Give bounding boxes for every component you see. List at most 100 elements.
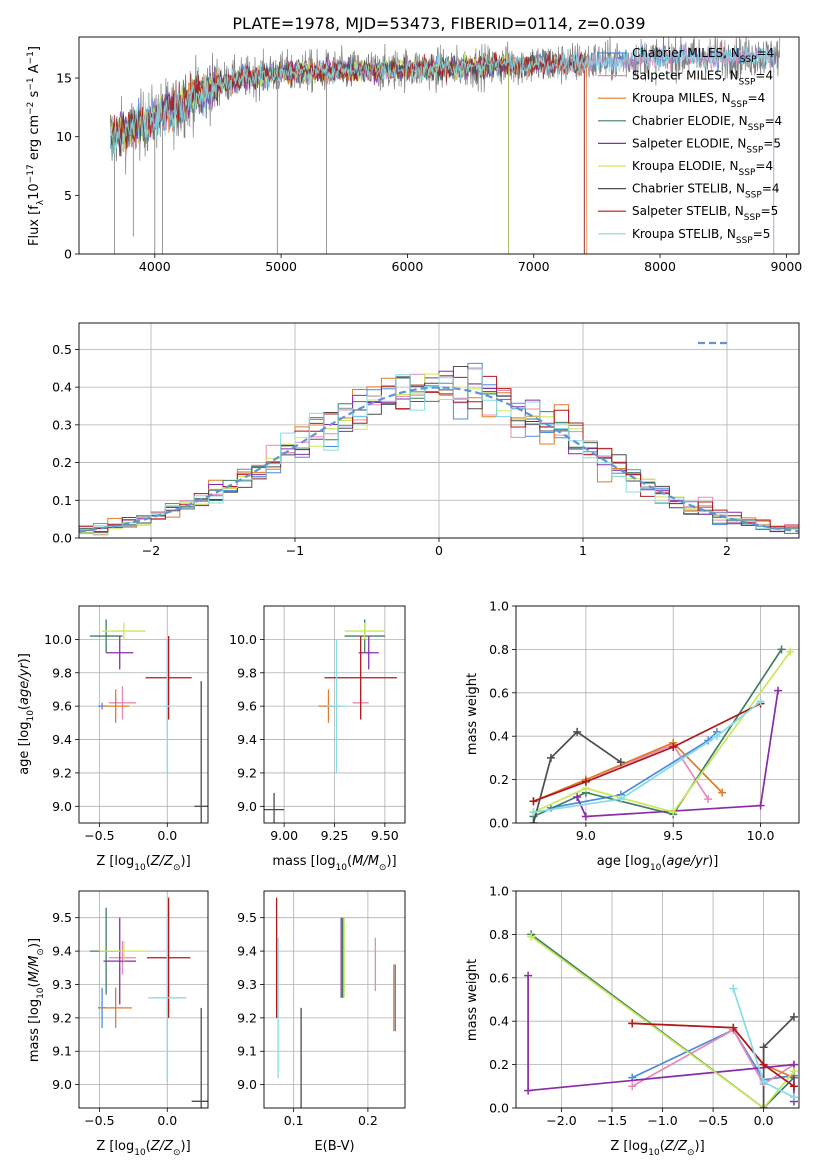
y-tick-label: 9.8 [52,665,72,680]
axes-frame [78,36,800,255]
weight-marker [669,743,678,752]
y-tick-label: 9.2 [52,765,72,780]
x-axis-label: E(B-V) [314,1139,354,1154]
weight-marker [759,1104,768,1108]
plot-area [89,619,208,823]
axes-frame [515,890,800,1109]
plot-area [529,645,795,823]
x-axis-label: mass [log10(M/M⊙)] [272,854,396,873]
y-tick-label: 0.0 [489,1101,509,1116]
y-tick-label: 9.2 [237,1010,257,1025]
y-tick-label: 9.4 [237,944,257,959]
x-tick-label: 10.0 [747,828,775,843]
y-tick-label: 10.0 [229,632,257,647]
y-tick-label: 9.8 [237,665,257,680]
weight-marker [546,753,555,762]
plot-area [524,930,798,1108]
weight-line-3 [530,933,795,1108]
weight-marker [756,801,765,810]
errorbar-point-6 [191,1007,208,1108]
y-tick-label: 9.3 [237,977,257,992]
weight-marker [718,788,727,797]
errorbar-point-2 [102,689,130,723]
errorbar-point-5 [99,941,149,962]
axes-frame [78,605,209,824]
weight-marker [616,758,625,767]
x-tick-label: 0.1 [284,1113,304,1128]
plot-area [264,619,397,823]
weight-line-7 [632,1022,795,1087]
x-tick-label: 0.0 [157,1113,177,1128]
chart-residuals: −2 −1 0 1 2 0.0 0.1 0.2 0.3 0.4 0.5 [52,322,800,558]
y-tick-label: 0.2 [489,1057,509,1072]
errorbar-point-1 [108,941,137,975]
weight-marker [759,1060,768,1069]
x-tick-label: 4000 [139,259,171,274]
x-tick-label: 7000 [518,259,550,274]
gaussian-reference [79,386,799,533]
y-tick-label: 0.4 [52,380,72,395]
chart-age-vs-Z: −0.5 0.0 9.0 9.2 9.4 9.6 9.8 10.0 Z [log10(Z/Z⊙)… [17,605,209,873]
x-tick-label: −1.5 [597,1113,627,1128]
legend-label: Chabrier STELIB, NSSP=4 [632,182,780,201]
y-tick-label: 9.4 [52,732,72,747]
weight-marker [524,1086,533,1095]
y-tick-label: 9.6 [52,699,72,714]
weight-marker [529,819,538,823]
y-tick-label: 0.1 [52,493,72,508]
y-tick-label: 9.1 [52,1044,72,1059]
weight-marker [529,797,538,806]
histogram-8 [79,368,799,535]
weight-marker [712,732,721,741]
plot-area [275,897,397,1108]
y-axis-label: Flux [fλ10−17 erg cm−2 s−1 A−1] [26,46,46,246]
weight-marker [729,1023,738,1032]
weight-marker [759,1043,768,1052]
x-tick-label: 6000 [392,259,424,274]
errorbar-point-8 [148,914,187,1082]
x-tick-label: 9.50 [371,828,399,843]
y-tick-label: 9.2 [237,765,257,780]
y-tick-label: 0.4 [489,729,509,744]
x-tick-label: −1.0 [647,1113,677,1128]
weight-line-5 [533,651,791,814]
x-tick-label: −0.5 [698,1113,728,1128]
y-tick-label: 0.8 [489,642,509,657]
weight-marker [616,795,625,804]
x-tick-label: −0.5 [84,828,114,843]
legend-label: Salpeter STELIB, NSSP=5 [632,204,778,223]
y-tick-label: 0.6 [489,970,509,985]
y-tick-label: 1.0 [489,884,509,899]
weight-marker [774,686,783,695]
chart-weight-vs-Z: −2.0 −1.5 −1.0 −0.5 0.0 0.0 0.2 0.4 0.6 0.8 1.0 Z [… [465,884,800,1158]
weight-marker [573,792,582,801]
y-tick-label: 0.0 [52,531,72,546]
weight-marker [669,808,678,817]
y-tick-label: 9.4 [52,944,72,959]
legend-label: Kroupa STELIB, NSSP=5 [632,227,770,246]
y-tick-label: 9.0 [237,799,257,814]
x-tick-label: −2.0 [546,1113,576,1128]
y-tick-label: 0.8 [489,927,509,942]
weight-marker [786,647,795,656]
weight-marker [756,697,765,706]
y-tick-label: 0.3 [52,417,72,432]
chart-spectrum: 4000 5000 6000 7000 8000 9000 0 5 10 15 Flux [fλ10… [26,36,802,274]
x-tick-label: −2 [142,543,160,558]
weight-marker [573,727,582,736]
y-tick-label: 9.0 [52,799,72,814]
weight-marker [524,971,533,980]
chart-weight-vs-age: 9.0 9.5 10.0 0.0 0.2 0.4 0.6 0.8 1.0 age [log10(a… [465,599,800,873]
x-tick-label: −0.5 [84,1113,114,1128]
weight-line-2 [533,741,723,803]
x-tick-label: 9.0 [576,828,596,843]
legend-label: Salpeter MILES, NSSP=4 [632,69,773,88]
errorbar-point-4 [103,917,137,1005]
model-spectrum-8 [110,44,775,254]
y-tick-label: 15 [56,71,72,86]
weight-line-7 [533,702,761,803]
y-tick-label: 9.1 [237,1044,257,1059]
x-tick-label: 5000 [265,259,297,274]
x-tick-label: 9.5 [663,828,683,843]
y-tick-label: 10 [56,129,72,144]
